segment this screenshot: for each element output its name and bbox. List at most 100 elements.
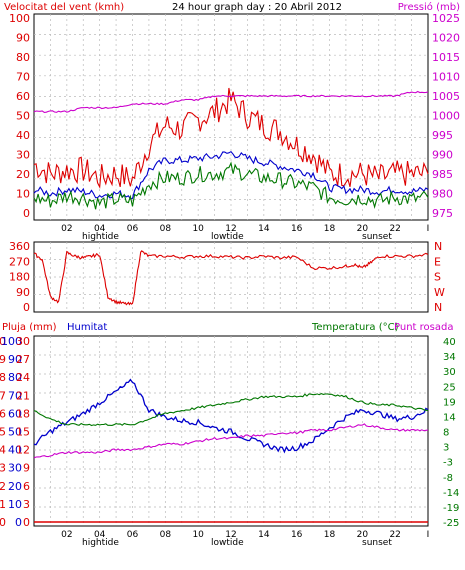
axis-tick-label: 0 [23, 516, 30, 529]
sunset-label-3: sunset [362, 538, 392, 548]
axis-tick-label: 100 [9, 12, 30, 25]
x-tick-label: 04 [94, 224, 106, 234]
axis-tick-label: 8 [443, 428, 449, 439]
axis-tick-label: 9 [0, 353, 6, 366]
axis-tick-label: 15 [16, 426, 30, 439]
axis-tick-label: E [434, 255, 441, 268]
axis-tick-label: 30 [16, 335, 30, 348]
axis-tick-label: 10 [16, 188, 30, 201]
series-temperature [33, 392, 429, 427]
axis-tick-label: 0 [23, 301, 30, 314]
axis-tick-label: 34 [443, 352, 456, 363]
axis-tick-label: 90 [16, 32, 30, 45]
axis-tick-label: 0 [23, 207, 30, 220]
axis-tick-label: 40 [16, 129, 30, 142]
axis-tick-label: 80 [16, 51, 30, 64]
axis-tick-label: 30 [443, 367, 456, 378]
axis-tick-label: 18 [16, 407, 30, 420]
axis-tick-label: 70 [8, 389, 22, 402]
x-tick-label: 20 [357, 530, 369, 540]
series-gust [33, 87, 429, 189]
x-tick-label: 14 [258, 224, 270, 234]
x-tick-label: 06 [127, 224, 139, 234]
axis-tick-label: 14 [443, 412, 456, 423]
series-wind [33, 151, 429, 200]
x-tick-label: 10 [192, 530, 204, 540]
axis-tick-label: 25 [443, 382, 456, 393]
axis-tick-label: S [434, 271, 441, 284]
lowtide-label-1: lowtide [211, 232, 244, 242]
axis-tick-label: 10 [0, 335, 6, 348]
hightide-label-1: hightide [82, 232, 119, 242]
x-tick-label: 18 [324, 530, 336, 540]
axis-tick-label: 50 [16, 110, 30, 123]
axis-tick-label: 180 [9, 271, 30, 284]
axis-tick-label: 60 [16, 90, 30, 103]
axis-tick-label: 50 [8, 426, 22, 439]
axis-tick-label: 1 [0, 498, 6, 511]
axis-tick-label: -19 [443, 503, 459, 514]
x-tick-label: 10 [192, 224, 204, 234]
axis-tick-label: N [434, 240, 442, 253]
sunset-label-1: sunset [362, 232, 392, 242]
axis-tick-label: N [434, 301, 442, 314]
axis-tick-label: -25 [443, 518, 459, 529]
axis-tick-label: 19 [443, 397, 456, 408]
axis-tick-label: 6 [23, 480, 30, 493]
axis-tick-label: -3 [443, 458, 453, 469]
axis-tick-label: 10 [8, 498, 22, 511]
dewpoint-axis-label: Punt rosada [394, 322, 453, 333]
axis-tick-label: 985 [432, 168, 453, 181]
axis-tick-label: 270 [9, 255, 30, 268]
wind-axis-label: Velocitat del vent (kmh) [4, 2, 124, 13]
series-pressure [33, 90, 429, 113]
axis-tick-label: 2 [0, 480, 6, 493]
axis-tick-label: 0 [0, 516, 6, 529]
axis-tick-label: 1000 [432, 110, 460, 123]
x-tick-label: 06 [127, 530, 139, 540]
axis-tick-label: 30 [16, 149, 30, 162]
axis-tick-label: -14 [443, 488, 459, 499]
x-tick-label: 04 [94, 530, 106, 540]
axis-tick-label: 40 [8, 444, 22, 457]
x-tick-label: 22 [389, 530, 400, 540]
axis-tick-label: 990 [432, 149, 453, 162]
axis-tick-label: 1020 [432, 32, 460, 45]
axis-tick-label: 3 [23, 498, 30, 511]
axis-tick-label: 1025 [432, 12, 460, 25]
x-tick-label: 02 [61, 530, 72, 540]
axis-tick-label: 100 [1, 335, 22, 348]
x-tick-label: 20 [357, 224, 369, 234]
axis-tick-label: 90 [16, 286, 30, 299]
x-tick-label: 02 [61, 224, 72, 234]
x-tick-label: I [427, 530, 430, 540]
axis-tick-label: 20 [16, 168, 30, 181]
x-tick-label: 22 [389, 224, 400, 234]
x-tick-label: 18 [324, 224, 336, 234]
hightide-label-3: hightide [82, 538, 119, 548]
axis-tick-label: 980 [432, 188, 453, 201]
rain-axis-label: Pluja (mm) [2, 322, 57, 333]
series-wind_min [33, 161, 429, 210]
x-tick-label: 08 [160, 224, 172, 234]
axis-tick-label: 27 [16, 353, 30, 366]
x-tick-label: 14 [258, 530, 270, 540]
x-tick-label: I [427, 224, 430, 234]
axis-tick-label: 360 [9, 240, 30, 253]
axis-tick-label: 5 [0, 426, 6, 439]
axis-tick-label: 21 [16, 389, 30, 402]
axis-tick-label: 24 [16, 371, 30, 384]
axis-tick-label: 40 [443, 337, 456, 348]
axis-tick-label: 1010 [432, 71, 460, 84]
axis-tick-label: 4 [0, 444, 6, 457]
axis-tick-label: 12 [16, 444, 30, 457]
x-tick-label: 08 [160, 530, 172, 540]
series-dewpoint [33, 423, 429, 459]
axis-tick-label: 3 [443, 443, 449, 454]
x-tick-label: 16 [291, 530, 303, 540]
axis-tick-label: 3 [0, 462, 6, 475]
chart-title: 24 hour graph day : 20 Abril 2012 [172, 2, 342, 13]
axis-tick-label: 9 [23, 462, 30, 475]
